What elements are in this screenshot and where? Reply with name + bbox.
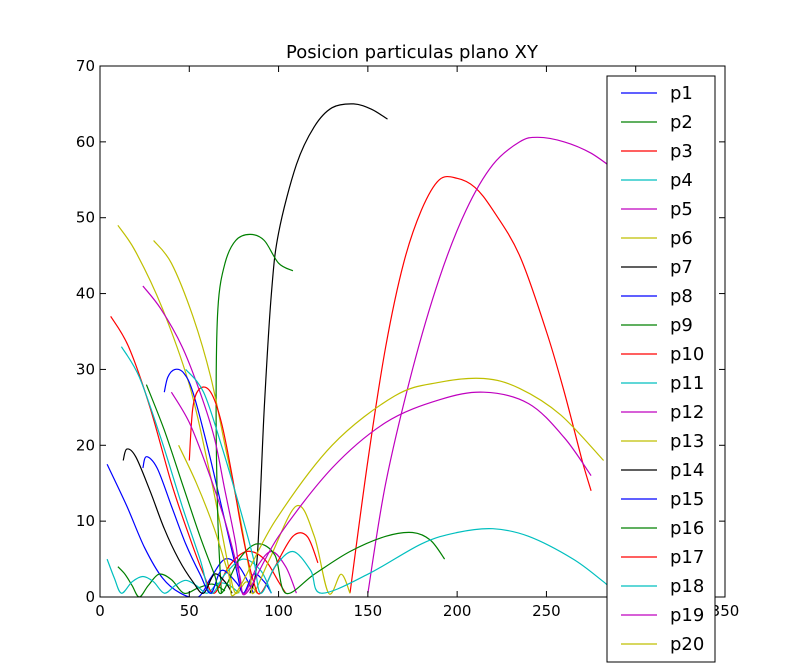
legend-label-p9: p9 [670,315,693,336]
x-tick-label: 250 [532,602,561,620]
series-layer [106,103,637,597]
x-tick-label: 100 [264,602,293,620]
y-tick-label: 0 [85,588,95,606]
series-line-p9 [215,233,294,594]
legend-box [606,75,716,663]
plot-frame [99,65,726,598]
series-line-p10 [110,315,287,594]
legend-label-p16: p16 [670,518,704,539]
series-line-p1 [106,464,255,597]
y-tick-label: 20 [76,436,95,454]
legend-label-p6: p6 [670,228,693,249]
series-line-p18 [185,369,637,594]
series-line-p14 [122,448,233,594]
x-tick-label: 200 [443,602,472,620]
series-line-p6 [117,224,258,595]
series-line-p2 [117,566,226,597]
y-tick-label: 30 [76,360,95,378]
x-tick-label: 0 [95,602,105,620]
y-tick-label: 50 [76,209,95,227]
series-line-p19 [170,391,592,596]
series-line-p8 [163,368,272,594]
legend-label-p10: p10 [670,344,704,365]
series-line-p11 [120,346,272,594]
legend-label-p8: p8 [670,286,693,307]
legend-label-p1: p1 [670,83,693,104]
legend-label-p17: p17 [670,547,704,568]
legend: p1 p2 p3 p4 p5 p6 p7 p8 p9 p10 p11 p12 p13 p14 p15 p16 p… [606,75,716,663]
legend-label-p4: p4 [670,170,693,191]
series-line-p16 [145,384,446,595]
legend-label-p13: p13 [670,431,704,452]
series-line-p20 [178,377,605,597]
y-tick-label: 40 [76,285,95,303]
x-tick-label: 150 [354,602,383,620]
y-tick-label: 70 [76,57,95,75]
legend-label-p19: p19 [670,605,704,626]
series-line-p5 [367,136,619,594]
legend-label-p14: p14 [670,460,704,481]
series-line-p7 [249,103,388,594]
legend-label-p5: p5 [670,199,693,220]
y-tick-label: 60 [76,133,95,151]
legend-label-p3: p3 [670,141,693,162]
series-line-p13 [153,240,351,595]
x-tick-label: 50 [180,602,199,620]
y-tick-label: 10 [76,512,95,530]
legend-label-p15: p15 [670,489,704,510]
legend-label-p2: p2 [670,112,693,133]
series-line-p17 [188,386,319,595]
chart-title: Posicion particulas plano XY [286,42,539,63]
legend-label-p11: p11 [670,373,704,394]
legend-label-p7: p7 [670,257,693,278]
legend-label-p12: p12 [670,402,704,423]
series-line-p3 [349,175,592,594]
legend-label-p18: p18 [670,576,704,597]
legend-label-p20: p20 [670,634,704,655]
x-tick-label: 350 [711,602,740,620]
